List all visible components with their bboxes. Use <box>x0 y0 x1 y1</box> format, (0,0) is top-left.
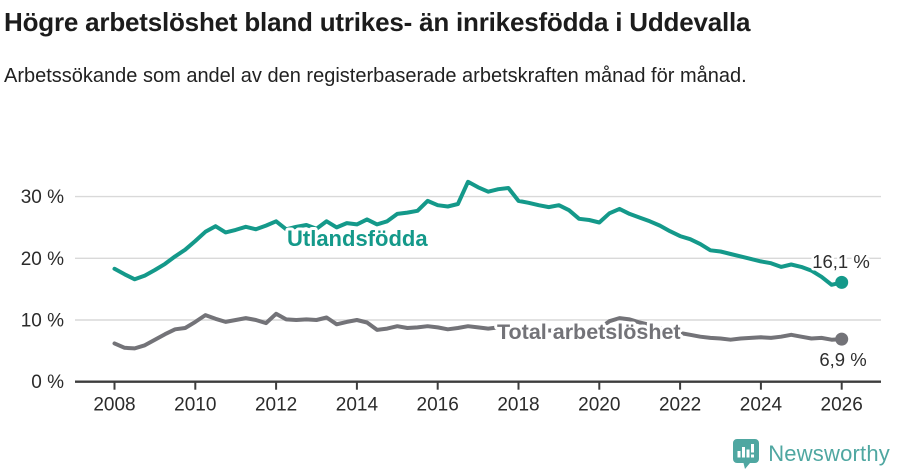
logo-bar-3 <box>746 449 750 458</box>
chart-subtitle: Arbetssökande som andel av den registerb… <box>4 65 747 87</box>
chart-title: Högre arbetslöshet bland utrikes- än inr… <box>4 7 751 37</box>
x-tick-label: 2018 <box>497 395 539 416</box>
x-tick-label: 2022 <box>659 395 701 416</box>
series-label: Utlandsfödda <box>287 226 428 251</box>
series-end-dot <box>835 275 849 289</box>
x-tick-label: 2014 <box>336 395 379 416</box>
brand-footer: Newsworthy <box>732 437 890 471</box>
x-tick-label: 2012 <box>255 395 297 416</box>
end-value-label: 16,1 % <box>812 251 870 272</box>
newsworthy-logo-icon <box>733 439 760 469</box>
logo-exclamation-dot <box>751 454 755 458</box>
x-tick-label: 2010 <box>174 395 216 416</box>
logo-bar-1 <box>737 451 741 458</box>
logo-exclamation-bar <box>751 444 755 453</box>
x-tick-label: 2020 <box>578 395 620 416</box>
x-tick-label: 2008 <box>93 395 135 416</box>
y-tick-label: 20 % <box>21 249 64 270</box>
end-value-label: 6,9 % <box>819 349 866 370</box>
x-tick-label: 2016 <box>417 395 459 416</box>
line-chart: 0 % 10 % 20 % 30 % 2008 2010 2012 2014 2016 2018 2… <box>21 179 881 416</box>
series-line-utlandsfodda <box>112 179 844 287</box>
series-end-dot <box>835 332 849 346</box>
brand-name: Newsworthy <box>768 441 890 466</box>
logo-bar-2 <box>742 447 746 458</box>
x-tick-label: 2026 <box>821 395 863 416</box>
y-tick-label: 30 % <box>21 187 64 208</box>
x-tick-label: 2024 <box>740 395 783 416</box>
series-line-total <box>112 311 844 351</box>
y-tick-label: 0 % <box>31 372 64 393</box>
y-tick-label: 10 % <box>21 311 64 332</box>
series-label: Total arbetslöshet <box>497 320 681 344</box>
